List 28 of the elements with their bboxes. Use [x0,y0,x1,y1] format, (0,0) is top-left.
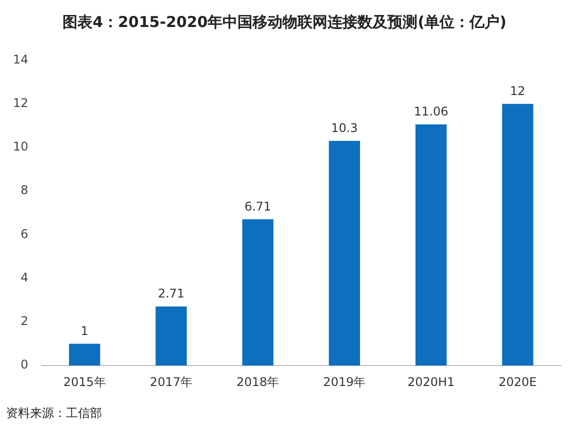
y-tick-label: 6 [20,226,28,241]
y-tick-label: 8 [20,183,28,198]
bar [415,124,447,366]
x-tick-label: 2018年 [236,374,280,389]
x-tick-label: 2015年 [63,374,106,389]
data-label: 11.06 [414,104,448,118]
text: 资料来源：工信部 [6,405,102,422]
bar [328,140,360,366]
data-label: 2.71 [158,286,185,301]
y-tick-label: 0 [20,358,28,372]
x-tick-label: 2017年 [150,374,192,389]
x-tick-label: 2019年 [323,374,366,389]
data-label: 6.71 [244,199,272,214]
bar [68,344,100,366]
y-tick-label: 2 [20,314,28,328]
y-tick-label: 4 [20,270,28,284]
y-tick-label: 10 [12,140,28,154]
data-label: 10.3 [331,121,358,136]
bar [156,306,187,366]
chart-title: 图表4：2015-2020年中国移动物联网连接数及预测(单位：亿户) [62,12,508,33]
data-label: 12 [510,84,526,98]
bar [502,104,534,366]
data-label: 1 [80,324,88,338]
bar [242,219,274,366]
y-tick-label: 12 [12,96,28,110]
x-tick-label: 2020H1 [407,374,455,389]
x-tick-label: 2020E [498,374,537,389]
y-tick-label: 14 [12,52,28,66]
